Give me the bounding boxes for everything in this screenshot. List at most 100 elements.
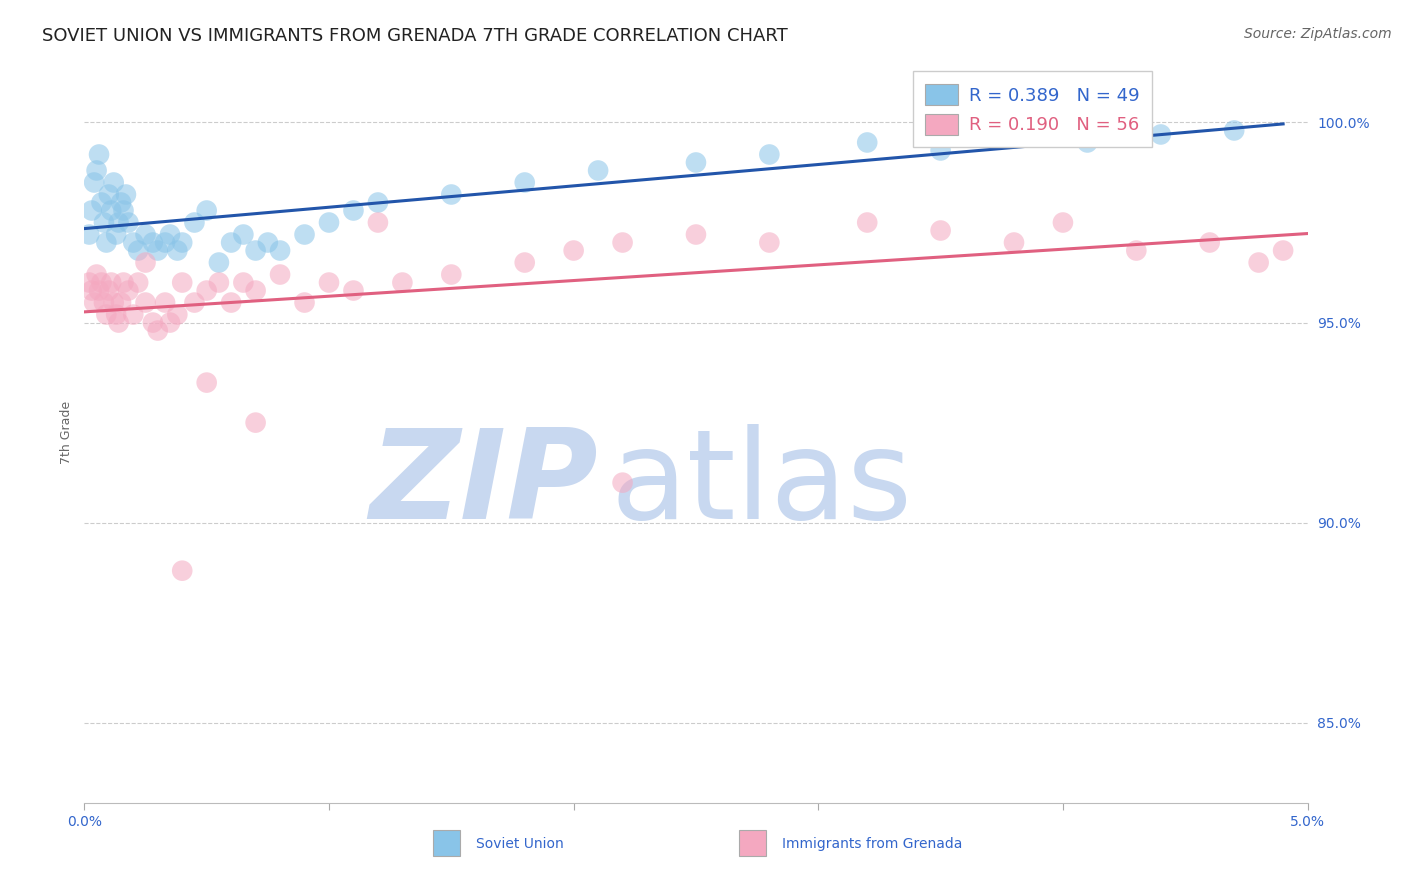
Point — [122, 308, 145, 322]
Point — [208, 276, 231, 290]
Point — [146, 324, 169, 338]
Point — [83, 176, 105, 190]
Point — [929, 223, 952, 237]
Text: ZIP: ZIP — [370, 424, 598, 545]
Point — [758, 147, 780, 161]
Point — [153, 295, 176, 310]
Point — [115, 187, 138, 202]
Point — [245, 244, 267, 258]
Text: Soviet Union: Soviet Union — [475, 837, 564, 850]
Point — [195, 376, 218, 390]
Point — [685, 155, 707, 169]
Point — [142, 316, 165, 330]
Point — [107, 215, 129, 229]
Point — [513, 255, 536, 269]
Point — [96, 235, 118, 250]
Point — [127, 244, 149, 258]
Point — [135, 295, 157, 310]
Point — [86, 268, 108, 282]
Point — [110, 295, 132, 310]
Point — [80, 284, 103, 298]
Point — [1052, 215, 1074, 229]
Point — [112, 203, 135, 218]
Point — [77, 276, 100, 290]
Point — [219, 295, 242, 310]
Point — [1247, 255, 1270, 269]
Point — [100, 203, 122, 218]
Point — [172, 564, 194, 578]
Point — [107, 316, 129, 330]
Point — [1002, 131, 1025, 145]
Text: Source: ZipAtlas.com: Source: ZipAtlas.com — [1244, 27, 1392, 41]
Point — [135, 227, 157, 242]
Point — [232, 227, 254, 242]
Point — [172, 276, 194, 290]
Point — [612, 235, 634, 250]
Point — [1150, 128, 1173, 142]
Point — [105, 227, 128, 242]
Point — [1076, 136, 1098, 150]
Point — [856, 215, 879, 229]
Point — [146, 244, 169, 258]
Point — [342, 203, 364, 218]
Point — [318, 276, 340, 290]
Point — [166, 308, 188, 322]
Point — [90, 195, 112, 210]
Point — [105, 308, 128, 322]
Point — [232, 276, 254, 290]
Point — [1272, 244, 1295, 258]
Point — [97, 187, 120, 202]
Text: SOVIET UNION VS IMMIGRANTS FROM GRENADA 7TH GRADE CORRELATION CHART: SOVIET UNION VS IMMIGRANTS FROM GRENADA … — [42, 27, 787, 45]
Point — [93, 215, 115, 229]
Point — [112, 276, 135, 290]
Point — [83, 295, 105, 310]
Point — [103, 295, 125, 310]
Point — [127, 276, 149, 290]
Point — [96, 308, 118, 322]
Point — [135, 255, 157, 269]
Point — [245, 416, 267, 430]
Point — [367, 215, 389, 229]
Point — [513, 176, 536, 190]
Point — [183, 295, 205, 310]
Point — [93, 295, 115, 310]
Point — [159, 227, 181, 242]
Point — [856, 136, 879, 150]
FancyBboxPatch shape — [738, 830, 766, 856]
Point — [166, 244, 188, 258]
Point — [117, 215, 139, 229]
Point — [294, 227, 316, 242]
Point — [219, 235, 242, 250]
Point — [440, 268, 463, 282]
Point — [122, 235, 145, 250]
Point — [367, 195, 389, 210]
Point — [269, 268, 291, 282]
Point — [208, 255, 231, 269]
Point — [1002, 235, 1025, 250]
Point — [294, 295, 316, 310]
Point — [100, 276, 122, 290]
Point — [117, 284, 139, 298]
Legend: R = 0.389   N = 49, R = 0.190   N = 56: R = 0.389 N = 49, R = 0.190 N = 56 — [912, 71, 1152, 147]
Point — [1198, 235, 1220, 250]
Point — [110, 195, 132, 210]
Point — [269, 244, 291, 258]
Text: Immigrants from Grenada: Immigrants from Grenada — [782, 837, 962, 850]
Point — [342, 284, 364, 298]
Point — [562, 244, 585, 258]
Point — [87, 147, 110, 161]
Point — [1223, 123, 1246, 137]
Point — [183, 215, 205, 229]
Point — [391, 276, 413, 290]
Point — [142, 235, 165, 250]
Point — [80, 203, 103, 218]
Point — [103, 176, 125, 190]
Point — [612, 475, 634, 490]
Point — [86, 163, 108, 178]
Point — [758, 235, 780, 250]
Point — [685, 227, 707, 242]
Point — [318, 215, 340, 229]
Text: atlas: atlas — [610, 424, 912, 545]
Point — [90, 276, 112, 290]
Point — [929, 144, 952, 158]
